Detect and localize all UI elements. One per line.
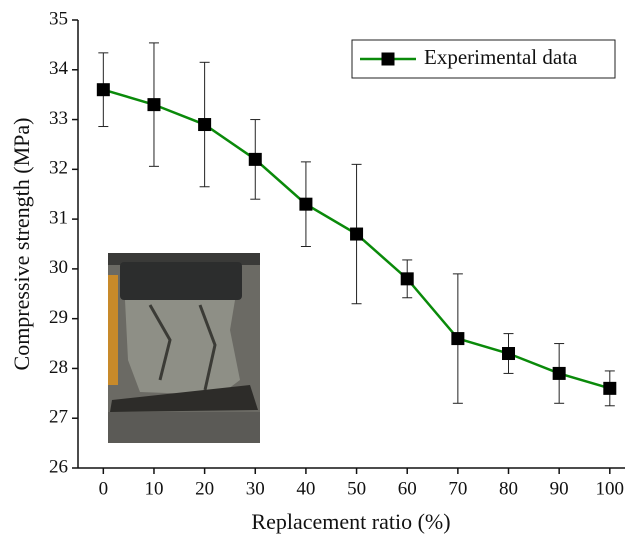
data-point	[552, 366, 566, 380]
inset-photo	[108, 253, 260, 443]
data-point	[248, 152, 262, 166]
data-point	[451, 332, 465, 346]
data-point	[198, 118, 212, 132]
data-point	[350, 227, 364, 241]
x-tick-label: 80	[499, 478, 518, 499]
y-tick-label: 32	[49, 158, 68, 179]
data-point	[147, 98, 161, 112]
y-tick-label: 28	[49, 357, 68, 378]
x-tick-label: 20	[195, 478, 214, 499]
x-axis-label: Replacement ratio (%)	[251, 509, 450, 534]
x-tick-label: 30	[246, 478, 265, 499]
data-point	[502, 347, 516, 361]
x-tick-label: 60	[398, 478, 417, 499]
x-tick-label: 70	[448, 478, 467, 499]
x-tick-label: 40	[296, 478, 315, 499]
y-tick-label: 26	[49, 456, 68, 477]
x-tick-label: 90	[550, 478, 569, 499]
data-point	[400, 272, 414, 286]
y-tick-label: 27	[49, 407, 68, 428]
x-tick-label: 50	[347, 478, 366, 499]
legend-label: Experimental data	[424, 45, 578, 69]
y-tick-label: 34	[49, 58, 69, 79]
x-tick-label: 100	[596, 478, 625, 499]
y-axis-label: Compressive strength (MPa)	[9, 118, 34, 371]
y-tick-label: 33	[49, 108, 68, 129]
data-point	[299, 197, 313, 211]
y-tick-label: 30	[49, 257, 68, 278]
x-tick-label: 0	[99, 478, 109, 499]
x-tick-label: 10	[144, 478, 163, 499]
data-point	[603, 381, 617, 395]
y-tick-label: 29	[49, 307, 68, 328]
data-point	[96, 83, 110, 97]
legend-marker	[381, 52, 395, 66]
y-tick-label: 31	[49, 207, 68, 228]
y-tick-label: 35	[49, 8, 68, 29]
